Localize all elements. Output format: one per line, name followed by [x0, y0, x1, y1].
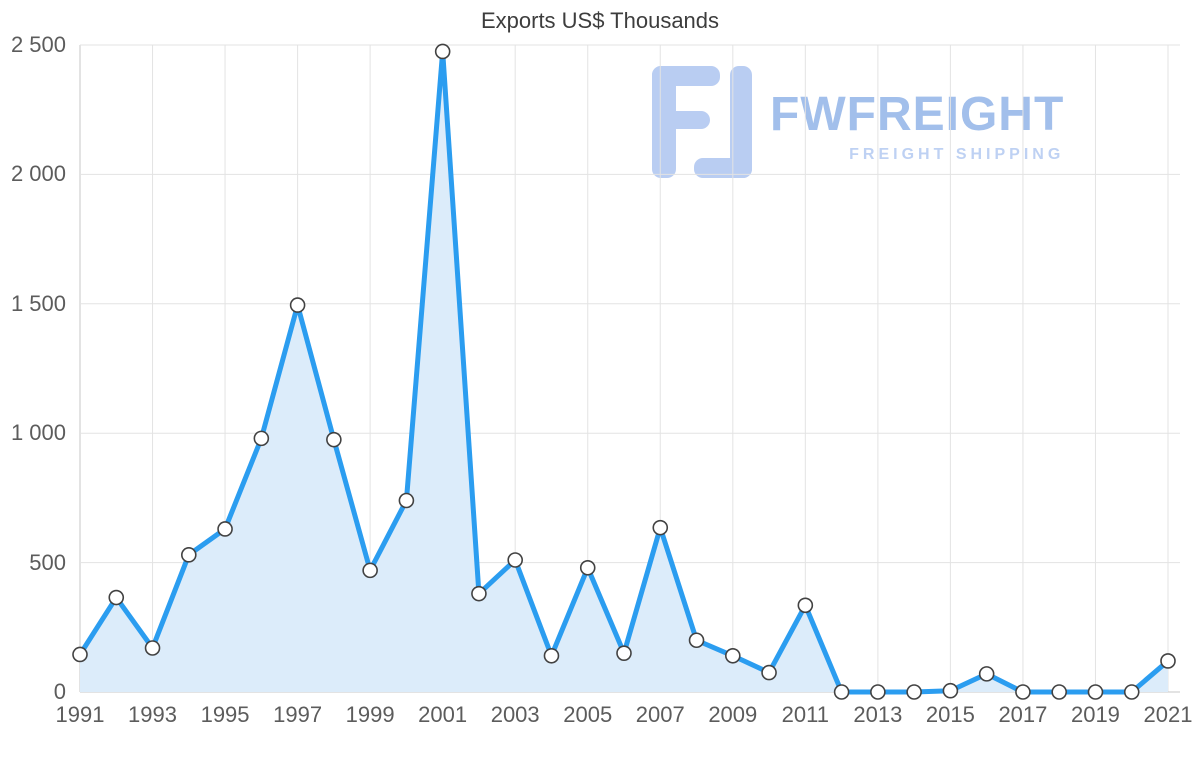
data-point-marker[interactable] [326, 431, 342, 448]
x-tick-label: 2013 [853, 702, 903, 727]
data-point-marker[interactable] [1160, 653, 1176, 669]
data-point-marker[interactable] [978, 666, 995, 682]
x-tick-label: 2011 [781, 702, 829, 727]
data-point-marker[interactable] [761, 664, 777, 681]
x-tick-label: 2003 [490, 702, 540, 727]
data-point-marker[interactable] [833, 684, 850, 700]
x-tick-label: 1991 [55, 702, 105, 727]
brand-logo-icon [652, 66, 752, 178]
brand-wordmark: FWFREIGHT FREIGHT SHIPPING [770, 88, 1065, 164]
x-tick-label: 2007 [635, 702, 685, 727]
data-point-marker[interactable] [652, 519, 669, 536]
brand-name: FWFREIGHT [770, 88, 1065, 141]
y-tick-label: 1 000 [10, 420, 66, 446]
x-tick-label: 1993 [128, 702, 177, 727]
data-point-marker[interactable] [1051, 684, 1067, 700]
data-point-marker[interactable] [289, 297, 306, 313]
x-tick-label: 2009 [708, 702, 758, 727]
x-tick-label: 1999 [345, 702, 395, 727]
data-point-marker[interactable] [253, 430, 270, 447]
data-point-marker[interactable] [108, 589, 125, 606]
data-point-marker[interactable] [434, 43, 451, 60]
data-point-marker[interactable] [579, 559, 596, 576]
data-point-marker[interactable] [144, 640, 161, 656]
y-tick-label: 0 [53, 679, 66, 704]
data-point-marker[interactable] [616, 645, 632, 661]
data-point-marker[interactable] [72, 646, 88, 663]
data-point-marker[interactable] [507, 552, 524, 568]
x-tick-label: 1997 [273, 702, 323, 727]
y-tick-label: 2 000 [10, 161, 66, 187]
data-point-marker[interactable] [906, 684, 922, 700]
area-fill [80, 51, 1168, 693]
data-point-marker[interactable] [688, 632, 705, 649]
x-tick-label: 2019 [1070, 702, 1120, 727]
x-tick-label: 2001 [418, 702, 468, 727]
data-point-marker[interactable] [181, 547, 197, 563]
data-point-marker[interactable] [942, 682, 959, 699]
data-point-marker[interactable] [1123, 684, 1140, 700]
x-tick-label: 2005 [563, 702, 613, 727]
brand-subtitle: FREIGHT SHIPPING [849, 146, 1065, 164]
data-point-marker[interactable] [1015, 684, 1031, 700]
data-point-marker[interactable] [870, 684, 886, 700]
y-tick-label: 2 500 [10, 32, 66, 57]
data-markers [72, 43, 1176, 700]
data-point-marker[interactable] [724, 647, 741, 664]
data-point-marker[interactable] [471, 585, 487, 602]
data-point-marker[interactable] [362, 562, 378, 579]
x-tick-label: 1995 [200, 702, 250, 727]
data-point-marker[interactable] [217, 521, 233, 537]
y-tick-label: 500 [29, 549, 66, 575]
brand-logo-shapes [652, 66, 752, 178]
x-tick-label: 2015 [925, 702, 975, 727]
brand-watermark: FWFREIGHT FREIGHT SHIPPING [648, 64, 1064, 180]
chart-title: Exports US$ Thousands [480, 8, 720, 33]
data-point-marker[interactable] [543, 647, 560, 664]
x-tick-label: 2021 [1143, 702, 1193, 727]
data-point-marker[interactable] [1087, 684, 1104, 700]
x-tick-label: 2017 [998, 702, 1048, 727]
data-point-marker[interactable] [398, 492, 415, 509]
data-point-marker[interactable] [797, 597, 814, 614]
y-tick-label: 1 500 [10, 290, 66, 316]
